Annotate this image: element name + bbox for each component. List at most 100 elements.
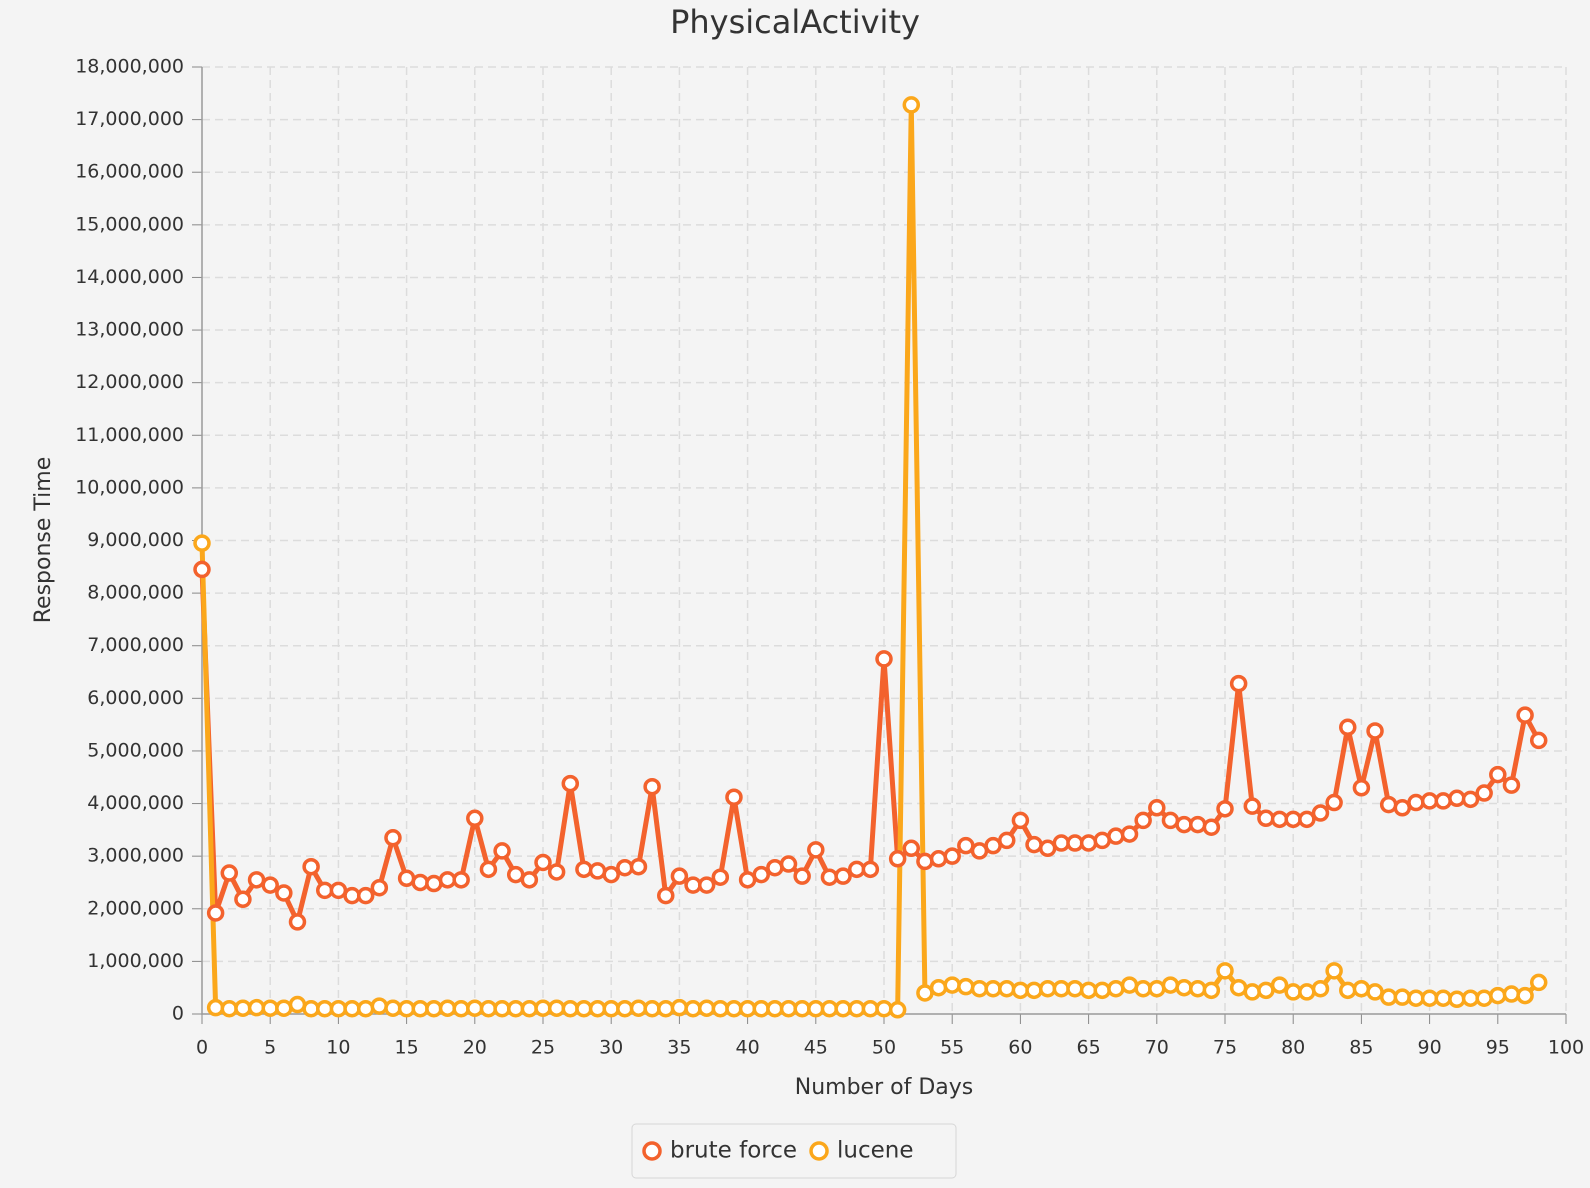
data-point [466,809,484,828]
x-tick-label: 10 [326,1037,350,1059]
data-point [1475,989,1493,1007]
x-tick-label: 40 [736,1037,760,1059]
data-point [875,999,893,1018]
x-tick-label: 20 [463,1037,487,1059]
data-point [1216,962,1234,980]
data-point [1461,790,1480,809]
data-point [888,850,907,868]
data-point [1025,981,1043,1000]
x-tick-label: 85 [1349,1037,1373,1059]
y-tick-label: 18,000,000 [75,56,184,78]
data-point [193,534,211,552]
data-point [807,841,825,859]
data-point [1134,811,1152,830]
data-point [1311,979,1330,998]
data-point [875,650,893,668]
data-point [834,867,852,885]
x-tick-label: 75 [1213,1037,1237,1059]
data-point [220,864,239,882]
data-point [1120,976,1139,994]
data-point [547,863,566,881]
data-point [288,995,307,1014]
x-tick-label: 60 [1008,1037,1032,1059]
y-tick-label: 6,000,000 [87,687,184,709]
data-point [356,999,375,1018]
data-point [929,978,948,997]
data-point [1475,784,1493,802]
data-point [493,842,511,860]
data-point [1434,989,1452,1007]
data-point [1448,990,1466,1009]
data-point [234,890,252,909]
data-point [943,976,961,994]
x-tick-label: 80 [1281,1037,1305,1059]
data-point [1339,718,1357,737]
legend-label: brute force [670,1138,797,1164]
y-axis-label: Response Time [31,457,56,624]
x-tick-label: 100 [1548,1037,1584,1059]
data-point [998,979,1016,998]
data-point [697,876,716,894]
data-point [766,858,784,877]
data-point [1107,827,1125,845]
data-point [957,977,975,996]
data-point [1352,779,1371,797]
data-point [547,999,566,1017]
y-tick-label: 15,000,000 [75,213,184,235]
data-point [438,999,457,1017]
data-point [1066,979,1084,998]
x-tick-label: 65 [1077,1037,1101,1059]
legend-label: lucene [837,1138,914,1164]
data-point [670,998,689,1017]
data-point [1202,981,1221,1000]
x-tick-label: 25 [531,1037,555,1059]
data-point [479,860,498,879]
data-point [302,857,320,876]
data-point [275,884,293,902]
data-point [588,862,607,880]
data-point [1502,776,1521,794]
data-point [1366,722,1384,740]
data-point [193,560,211,579]
data-point [1339,981,1357,1000]
data-point [575,860,593,879]
data-point [1311,804,1330,822]
data-point [1243,983,1262,1001]
data-point [943,847,961,865]
data-point [1529,973,1548,992]
data-point [602,865,620,884]
data-point [1325,962,1343,980]
data-point [275,999,293,1017]
x-tick-label: 70 [1145,1037,1169,1059]
y-tick-label: 17,000,000 [75,108,184,130]
y-tick-label: 9,000,000 [87,529,184,551]
data-point [370,997,389,1015]
data-point [1161,976,1180,994]
data-point [1434,792,1452,810]
y-tick-label: 3,000,000 [87,845,184,867]
data-point [629,857,648,876]
data-point [752,865,770,884]
data-point [1257,809,1275,828]
data-point [902,96,921,114]
data-point [1107,979,1125,998]
data-point [1188,815,1207,834]
data-point [725,788,743,806]
data-point [643,777,661,796]
y-tick-label: 14,000,000 [75,266,184,288]
data-point [1393,988,1412,1006]
data-point [356,886,375,905]
legend-symbol [809,1141,829,1161]
data-point [561,774,580,793]
data-point [1161,811,1180,830]
data-point [1202,818,1221,836]
x-tick-label: 15 [395,1037,419,1059]
data-point [1229,674,1248,693]
data-point [1216,800,1234,818]
x-tick-label: 90 [1418,1037,1442,1059]
data-point [1448,789,1466,808]
data-point [1093,831,1111,850]
data-point [384,999,402,1017]
data-point [998,831,1016,850]
